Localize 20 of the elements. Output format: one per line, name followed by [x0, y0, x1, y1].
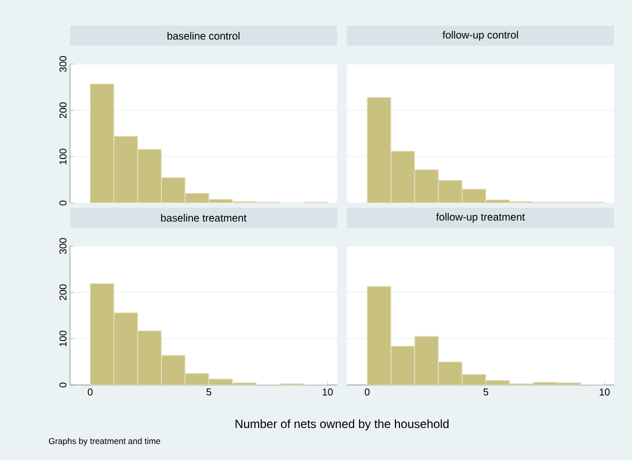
- y-tick-label: 0: [59, 200, 66, 206]
- x-tick-label: 5: [206, 388, 212, 396]
- y-tick-label: 100: [59, 148, 66, 164]
- text: Graphs by treatment and time: [48, 438, 160, 446]
- y-tick-label: 300: [59, 56, 66, 72]
- chart-title: follow-up control: [442, 30, 518, 41]
- x-tick-label: 0: [88, 388, 93, 396]
- y-tick-label: 100: [59, 330, 66, 346]
- y-tick-label: 300: [59, 238, 66, 254]
- y-tick-label: 200: [59, 102, 66, 118]
- x-tick-label: 10: [600, 388, 610, 396]
- chart-title: baseline control: [168, 32, 240, 40]
- x-tick-label: 10: [322, 388, 333, 396]
- chart-title: follow-up treatment: [436, 212, 525, 223]
- y-tick-label: 200: [59, 284, 66, 300]
- x-tick-label: 5: [483, 388, 488, 396]
- chart-title: baseline treatment: [161, 214, 246, 222]
- y-tick-label: 0: [59, 382, 66, 388]
- x-tick-label: 0: [364, 388, 370, 396]
- x-axis-title: Number of nets owned by the household: [236, 419, 449, 430]
